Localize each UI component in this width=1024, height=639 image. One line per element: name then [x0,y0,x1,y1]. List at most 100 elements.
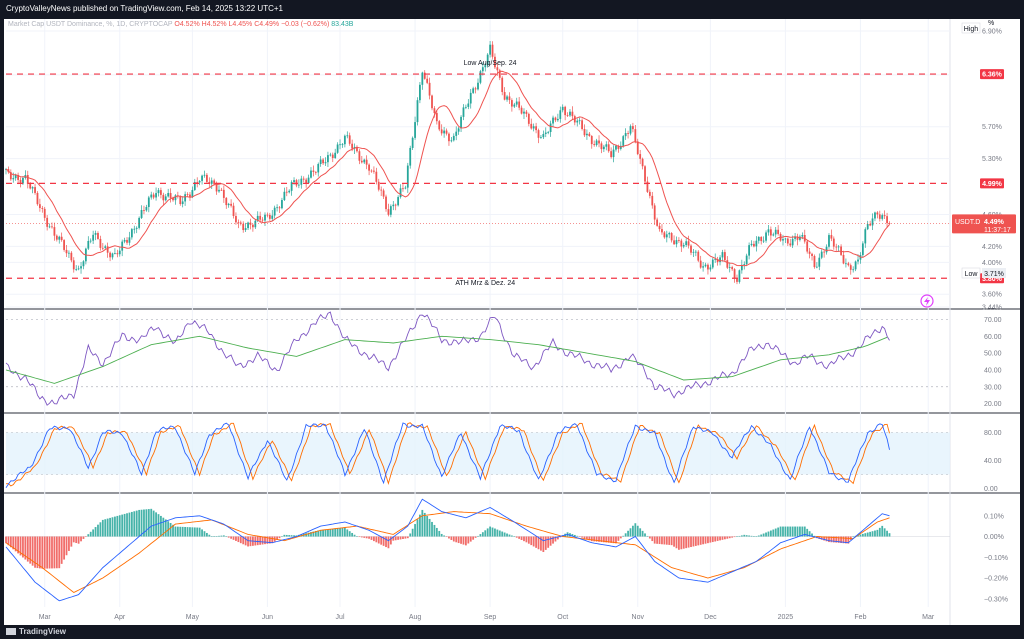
symbol-legend: Market Cap USDT Dominance, %, 1D, CRYPTO… [8,21,353,28]
candle-body [227,203,230,206]
candle-body [668,233,671,235]
candle-body [97,233,99,239]
candle-body [281,200,283,209]
macd-hist-bar [239,536,242,544]
candle-body [707,264,709,270]
macd-hist-bar [247,536,249,547]
candle-body [801,235,804,237]
macd-hist-bar [346,529,349,537]
macd-hist-bar [225,536,228,538]
macd-hist-bar [527,536,530,544]
candle-body [341,144,344,146]
macd-hist-bar [876,529,879,537]
macd-hist-bar [491,527,494,537]
candle-body [397,197,400,206]
macd-hist-bar [687,536,690,548]
macd-hist-bar [629,528,632,537]
macd-hist-bar [133,511,136,537]
macd-hist-bar [559,536,562,538]
candle-body [535,126,537,131]
candle-body [145,207,148,211]
candle-body [830,235,833,239]
macd-hist-bar [331,528,334,537]
candle-body [130,229,133,238]
candle-body [852,269,855,271]
candle-body [101,247,104,249]
macd-hist-bar [777,527,780,537]
candle-body [464,106,467,108]
macd-hist-bar [554,536,557,542]
macd-hist-bar [404,536,407,539]
candle-body [527,113,530,124]
macd-hist-bar [784,526,787,537]
rsi-y-tick-label: 30.00 [984,384,1002,391]
macd-hist-bar [283,534,286,537]
macd-hist-bar [786,526,789,537]
stoch-y-tick-label: 80.00 [984,430,1002,437]
candle-body [481,67,484,72]
candle-body [60,236,63,241]
candle-body [576,120,579,123]
macd-hist-bar [264,536,266,545]
candle-body [254,220,257,228]
macd-hist-bar [12,536,15,550]
macd-hist-bar [714,536,717,542]
candle-body [605,144,608,147]
macd-hist-bar [682,536,685,549]
macd-hist-bar [661,536,663,545]
macd-hist-bar [201,529,203,537]
macd-hist-bar [218,535,220,537]
price-y-tick-label: 3.60% [982,292,1002,299]
candle-body [564,106,567,116]
macd-hist-bar [181,526,184,537]
macd-hist-bar [859,534,862,537]
candle-body [428,82,431,96]
macd-hist-bar [673,536,675,547]
level-tag-label: 3.80% [982,276,1003,283]
candle-body [336,144,339,153]
candle-body [53,227,56,236]
candle-body [198,180,201,183]
candle-body [394,204,397,206]
candle-body [726,260,729,268]
macd-hist-bar [31,536,34,566]
macd-hist-bar [477,535,479,537]
macd-hist-bar [295,535,298,537]
macd-hist-bar [607,536,610,543]
candle-body [48,226,51,228]
candle-body [271,215,274,219]
candle-body [460,116,462,129]
macd-hist-bar [537,536,540,550]
candle-body [835,246,838,248]
candle-body [733,269,736,279]
x-tick-label: 2025 [778,614,794,621]
macd-hist-bar [336,528,339,537]
macd-hist-bar [600,536,603,543]
macd-hist-bar [358,536,361,538]
macd-hist-bar [588,536,591,541]
macd-hist-bar [632,525,634,537]
level-tag-bg [980,69,1004,80]
macd-hist-bar [723,536,726,540]
candle-body [479,71,482,83]
macd-hist-bar [653,536,656,544]
candle-body [678,240,680,241]
candle-body [569,111,571,116]
scale-unit-label[interactable]: % [988,20,995,27]
candle-body [392,204,395,207]
chart-svg[interactable]: Mar Apr May Jun Jul Aug Sep Oct Nov Dec 2025 Feb Mar… [4,19,1020,625]
macd-hist-bar [457,536,460,544]
chart-area[interactable]: Mar Apr May Jun Jul Aug Sep Oct Nov Dec 2025 Feb Mar… [4,19,1020,625]
candle-body [365,159,368,165]
macd-hist-bar [128,512,131,537]
candle-body [573,116,576,123]
macd-hist-bar [380,536,383,545]
macd-hist-bar [222,535,225,537]
candle-body [419,84,421,101]
macd-hist-bar [402,536,404,539]
candle-body [602,146,605,150]
candle-body [189,194,191,197]
candle-body [285,191,288,193]
candle-body [310,170,312,178]
macd-hist-bar [392,536,395,541]
